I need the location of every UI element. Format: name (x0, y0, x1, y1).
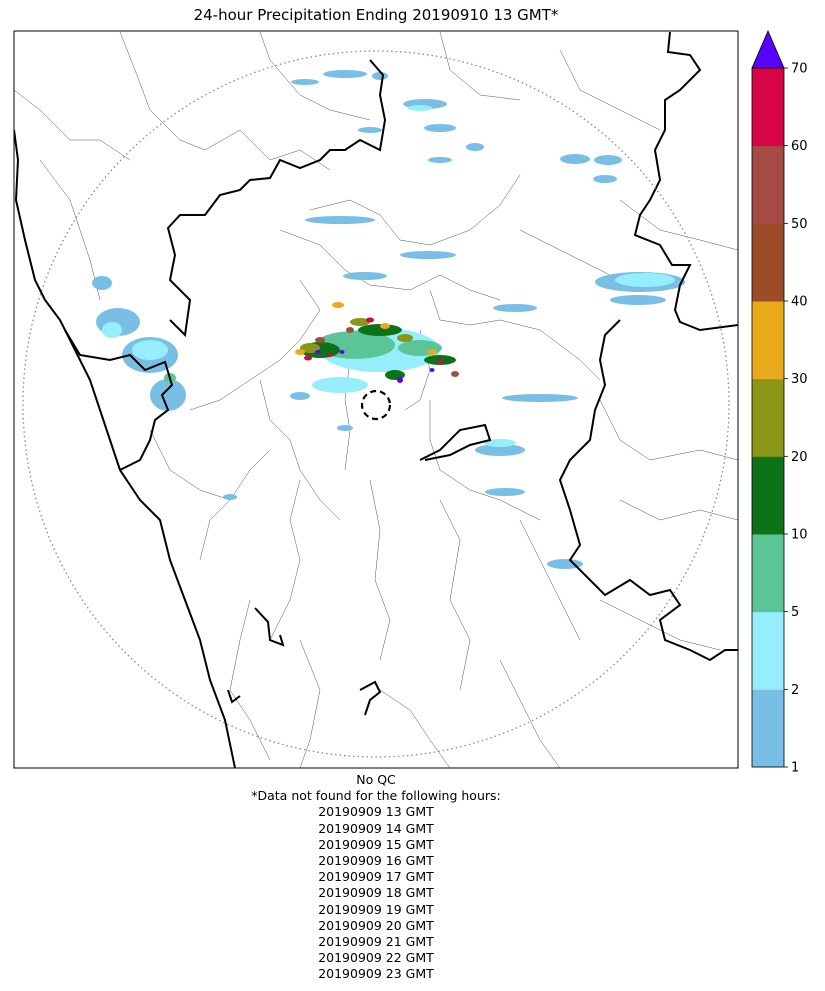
colorbar-tick-label: 20 (791, 450, 808, 465)
qc-note: No QC (356, 772, 396, 787)
colorbar-segment (752, 223, 784, 302)
colorbar-extend-arrow (751, 29, 785, 69)
map-title: 24-hour Precipitation Ending 20190910 13… (193, 6, 559, 24)
colorbar-segment (752, 611, 784, 690)
colorbar-segment (752, 378, 784, 457)
colorbar-segment (752, 68, 784, 147)
missing-hour-item: 20190909 17 GMT (318, 869, 434, 885)
colorbar-tick-label: 1 (791, 761, 799, 776)
state-boundaries (14, 31, 738, 768)
missing-hour-item: 20190909 13 GMT (318, 804, 434, 820)
missing-hour-item: 20190909 14 GMT (318, 820, 434, 836)
missing-hours-list: 20190909 13 GMT 20190909 14 GMT 20190909 1… (14, 804, 738, 982)
missing-data-header: *Data not found for the following hours: (251, 788, 501, 804)
radar-range-ring (22, 50, 730, 758)
missing-hour-item: 20190909 21 GMT (318, 934, 434, 950)
colorbar-segment (752, 456, 784, 535)
missing-hour-item: 20190909 18 GMT (318, 885, 434, 901)
precipitation-field (92, 70, 685, 569)
missing-hour-item: 20190909 19 GMT (318, 901, 434, 917)
colorbar-frame (751, 67, 785, 768)
colorbar-segment (752, 689, 784, 768)
colorbar-segment (752, 534, 784, 613)
colorbar-segment (752, 145, 784, 224)
colorbar-tick-label: 60 (791, 139, 808, 154)
missing-hour-item: 20190909 22 GMT (318, 950, 434, 966)
colorbar-tick-label: 2 (791, 683, 799, 698)
map-frame (13, 30, 739, 769)
colorbar-tick-label: 30 (791, 372, 808, 387)
missing-hour-item: 20190909 15 GMT (318, 836, 434, 852)
colorbar-segment (752, 301, 784, 380)
colorbar-tick-label: 5 (791, 605, 799, 620)
missing-hour-item: 20190909 20 GMT (318, 917, 434, 933)
colorbar-tick-label: 10 (791, 528, 808, 543)
colorbar-tick-label: 40 (791, 295, 808, 310)
colorbar-tick-label: 70 (791, 62, 808, 77)
colorbar-tick-label: 50 (791, 217, 808, 232)
district-boundaries (14, 31, 738, 768)
missing-hour-item: 20190909 23 GMT (318, 966, 434, 982)
footer-notes: No QC *Data not found for the following … (14, 772, 738, 983)
missing-hour-item: 20190909 16 GMT (318, 853, 434, 869)
radar-site-marker (360, 389, 392, 421)
